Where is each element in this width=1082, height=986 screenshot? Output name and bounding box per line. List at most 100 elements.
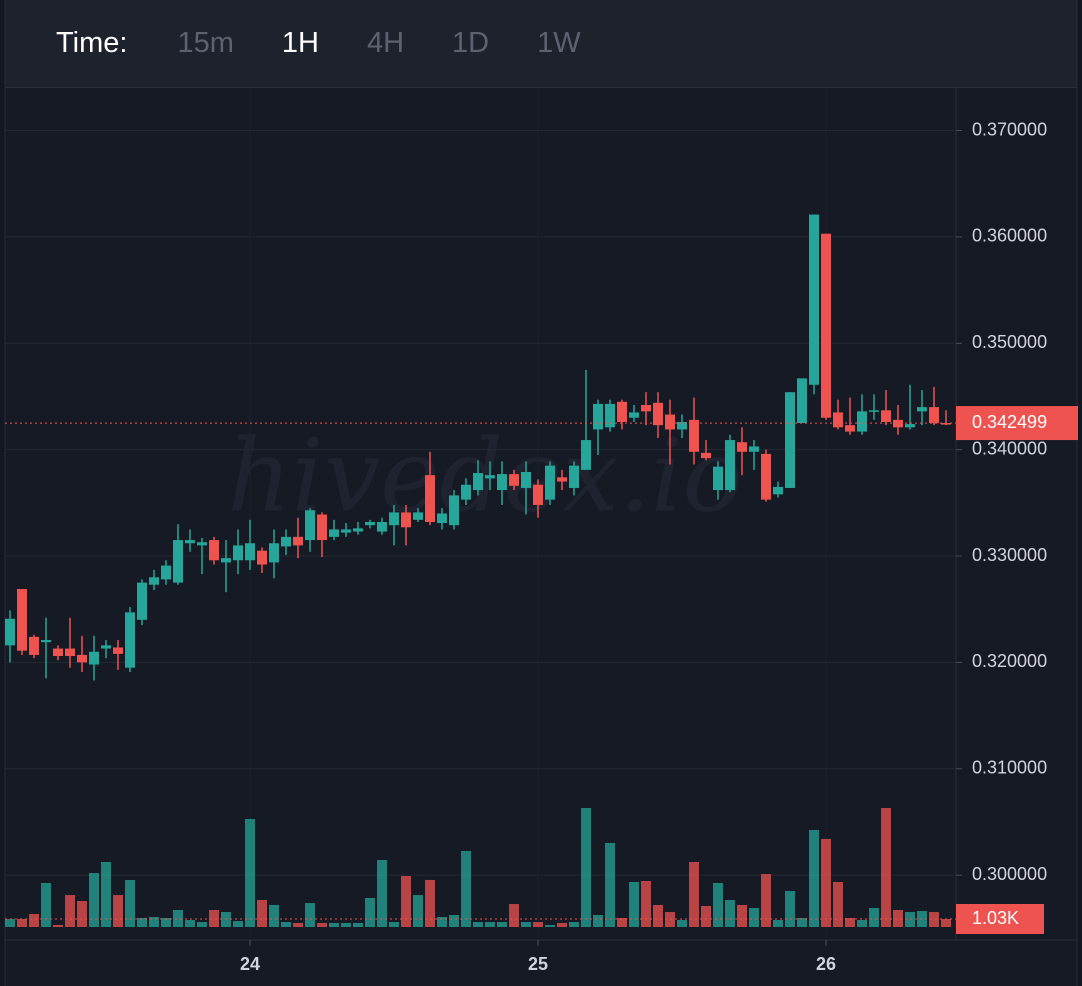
- volume-bar: [173, 910, 183, 927]
- candle-body: [101, 645, 111, 649]
- volume-bar: [29, 913, 39, 927]
- volume-bar: [281, 922, 291, 927]
- volume-bar: [293, 922, 303, 927]
- interval-button[interactable]: 1H: [281, 27, 319, 59]
- candle-body: [893, 419, 903, 428]
- y-tick-label: 0.350000: [972, 332, 1047, 352]
- volume-bar: [197, 922, 207, 927]
- interval-button[interactable]: 4H: [366, 27, 405, 59]
- candle-body: [125, 612, 135, 668]
- volume-bar: [941, 919, 951, 927]
- last-price-box: [956, 406, 1078, 441]
- volume-bar: [305, 903, 315, 927]
- candle-body: [17, 588, 27, 651]
- candle-body: [233, 545, 243, 561]
- candle-body: [437, 513, 447, 524]
- volume-bar: [629, 882, 639, 927]
- candle-body: [833, 412, 843, 428]
- volume-bar: [617, 918, 627, 927]
- candle-body: [593, 403, 603, 430]
- candle-body: [281, 536, 291, 547]
- candle-body: [773, 486, 783, 495]
- candle-body: [857, 411, 867, 432]
- volume-bar: [89, 873, 99, 927]
- volume-bar: [413, 895, 423, 927]
- volume-bar: [689, 861, 699, 927]
- candle-body: [881, 410, 891, 422]
- candle-body: [629, 412, 639, 418]
- candle-body: [689, 419, 699, 452]
- volume-bar: [5, 919, 15, 927]
- volume-bar: [353, 922, 363, 927]
- y-tick-label: 0.340000: [972, 438, 1047, 458]
- candle-body: [713, 466, 723, 491]
- candle-body: [245, 543, 255, 561]
- volume-bar: [125, 879, 135, 927]
- candle-body: [77, 654, 87, 663]
- candle-body: [29, 636, 39, 655]
- volume-bar: [833, 882, 843, 927]
- candle-body: [209, 540, 219, 561]
- candle-body: [137, 582, 147, 620]
- volume-bar: [533, 922, 543, 927]
- candle-body: [377, 521, 387, 532]
- candle-body: [677, 421, 687, 430]
- candle-body: [725, 440, 735, 491]
- volume-bar: [641, 880, 651, 927]
- candle-body: [257, 550, 267, 565]
- candle-body: [485, 475, 495, 479]
- volume-bar: [65, 895, 75, 927]
- interval-button[interactable]: 15m: [177, 27, 234, 59]
- x-tick-label: 25: [528, 954, 548, 974]
- y-tick-label: 0.320000: [972, 651, 1047, 671]
- volume-bar: [917, 911, 927, 927]
- candle-body: [293, 536, 303, 546]
- volume-bar: [677, 920, 687, 927]
- volume-bar: [269, 904, 279, 927]
- candle-body: [785, 392, 795, 488]
- candle-body: [809, 214, 819, 385]
- candle-body: [161, 565, 171, 580]
- x-tick-label: 26: [816, 954, 836, 974]
- volume-bar: [701, 905, 711, 927]
- candle-body: [329, 529, 339, 537]
- candle-body: [473, 473, 483, 491]
- volume-bar: [161, 918, 171, 927]
- candle-body: [221, 558, 231, 563]
- volume-bar: [185, 920, 195, 927]
- candle-body: [737, 442, 747, 452]
- candle-body: [185, 540, 195, 544]
- volume-bar: [869, 907, 879, 927]
- interval-button[interactable]: 1W: [537, 27, 581, 59]
- candle-body: [581, 440, 591, 470]
- volume-bar: [809, 829, 819, 927]
- volume-bar: [221, 912, 231, 927]
- candle-body: [569, 465, 579, 488]
- volume-bar: [401, 876, 411, 927]
- interval-button[interactable]: 1D: [452, 27, 490, 59]
- candle-body: [269, 543, 279, 563]
- volume-bar: [725, 900, 735, 927]
- volume-bar: [329, 922, 339, 927]
- volume-bar: [785, 891, 795, 927]
- y-tick-label: 0.370000: [972, 119, 1047, 139]
- volume-bar: [341, 922, 351, 927]
- candle-body: [197, 542, 207, 546]
- candle-body: [389, 512, 399, 526]
- candle-body: [521, 471, 531, 488]
- volume-bar: [545, 924, 555, 927]
- candle-body: [545, 465, 555, 500]
- volume-bar: [737, 904, 747, 927]
- candle-body: [341, 529, 351, 533]
- volume-bar: [569, 922, 579, 927]
- candle-body: [905, 424, 915, 428]
- candle-body: [821, 233, 831, 418]
- volume-bar: [437, 916, 447, 927]
- volume-bar: [593, 914, 603, 927]
- candle-body: [605, 403, 615, 428]
- volume-bar: [473, 922, 483, 927]
- candle-body: [461, 484, 471, 500]
- candle-body: [749, 446, 759, 452]
- volume-bar: [713, 883, 723, 927]
